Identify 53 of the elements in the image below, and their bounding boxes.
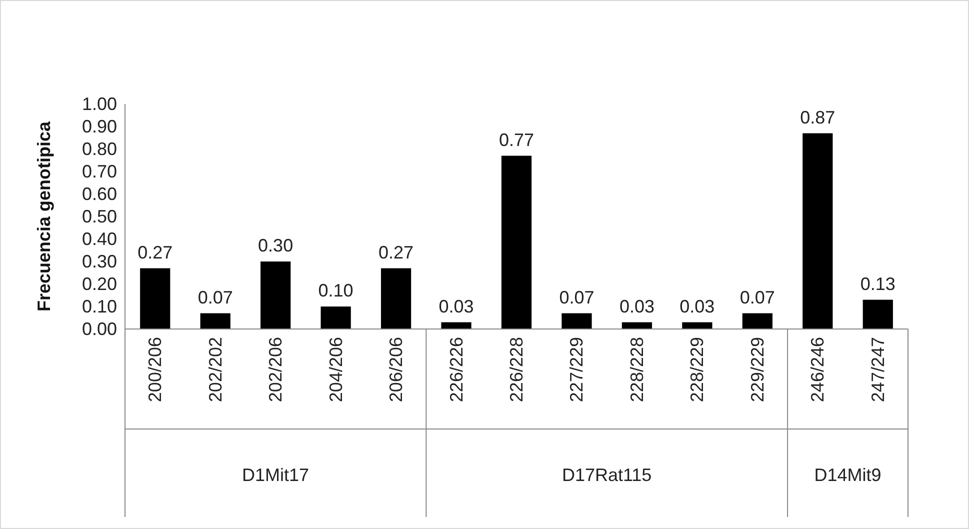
y-tick-label: 0.60	[82, 184, 117, 204]
bar	[742, 313, 772, 329]
y-tick-label: 0.10	[82, 296, 117, 316]
text: D14Mit9	[814, 465, 882, 485]
y-tick-label: 0.40	[82, 228, 117, 249]
x-tick-label: 202/202	[205, 337, 226, 402]
x-tick-label: 200/206	[145, 337, 166, 402]
x-tick-label: 226/226	[446, 337, 466, 402]
data-label: 0.87	[800, 107, 836, 128]
bar	[441, 322, 472, 329]
x-tick-label: 229/229	[747, 337, 768, 402]
text: D17Rat115	[562, 465, 652, 485]
bar	[320, 306, 351, 329]
bar	[380, 268, 412, 329]
y-tick-label: 0.50	[82, 206, 117, 226]
bar	[802, 133, 833, 329]
data-label: 0.77	[498, 130, 534, 150]
y-axis-title: Frecuencia genotipica	[34, 120, 54, 312]
data-label: 0.10	[318, 280, 354, 300]
x-tick-label: 246/246	[808, 337, 828, 402]
data-label: 0.27	[378, 242, 414, 262]
data-label: 0.03	[619, 296, 654, 316]
bar	[140, 268, 170, 329]
y-tick-label: 0.30	[82, 251, 117, 272]
y-tick-label: 0.00	[82, 318, 117, 339]
data-label: 0.27	[138, 242, 173, 262]
data-label: 0.07	[740, 287, 775, 308]
x-tick-label: 247/247	[868, 337, 888, 402]
y-tick-label: 0.20	[82, 274, 117, 294]
x-tick-label: 204/206	[326, 337, 346, 402]
data-label: 0.07	[559, 287, 594, 308]
x-tick-label: 202/206	[266, 337, 286, 402]
x-tick-label: 227/229	[566, 337, 587, 402]
x-tick-label: 228/228	[626, 337, 647, 402]
y-tick-label: 0.90	[82, 116, 117, 136]
bar	[682, 322, 712, 329]
data-label: 0.07	[198, 287, 233, 308]
bar	[200, 313, 230, 329]
y-tick-label: 0.70	[82, 161, 117, 182]
x-tick-label: 226/228	[506, 337, 526, 402]
bar	[260, 262, 291, 329]
y-tick-label: 0.80	[82, 138, 117, 159]
data-label: 0.03	[680, 296, 715, 316]
data-label: 0.13	[860, 274, 896, 294]
bar	[862, 300, 893, 329]
bar	[562, 313, 592, 329]
y-tick-label: 1.00	[82, 94, 117, 114]
data-label: 0.30	[258, 236, 294, 256]
bar	[501, 156, 532, 329]
x-tick-label: 206/206	[386, 337, 406, 402]
text: D1Mit17	[242, 465, 310, 485]
data-label: 0.03	[438, 296, 474, 316]
x-tick-label: 228/229	[687, 337, 708, 402]
